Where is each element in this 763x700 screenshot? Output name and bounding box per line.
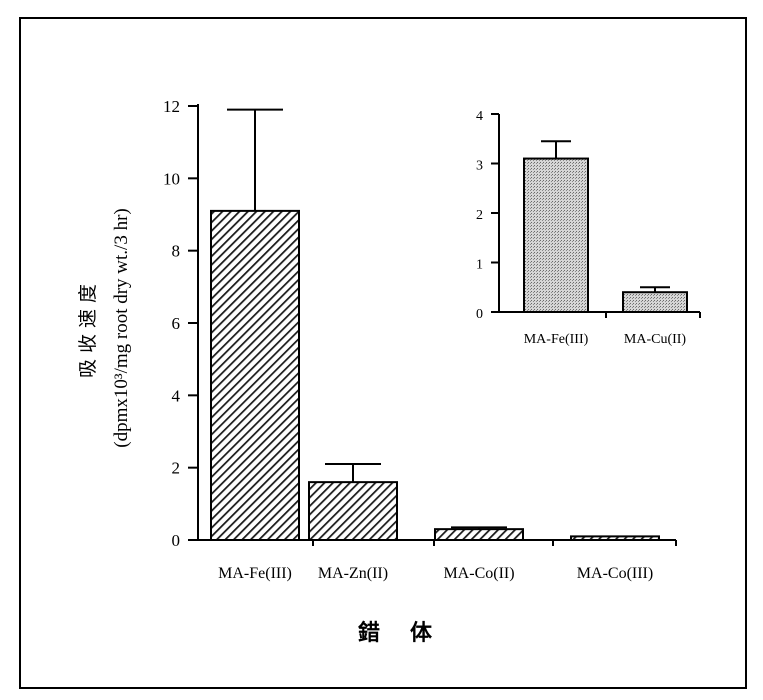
inset-category-label-0: MA-Fe(III) — [524, 332, 589, 347]
inset-bar-1 — [622, 291, 688, 314]
main-y-tick-label: 0 — [172, 531, 181, 550]
main-bar-3 — [570, 535, 660, 542]
inset-y-tick-label: 3 — [476, 159, 483, 174]
inset-y-tick-label: 4 — [476, 109, 483, 124]
main-bar-2 — [434, 528, 524, 542]
inset-y-tick-label: 2 — [476, 208, 483, 223]
main-y-tick-label: 10 — [163, 169, 180, 188]
inset-chart: 0 1 2 3 4 MA-Fe(III) MA-Cu(II) — [476, 109, 701, 347]
figure-border — [19, 17, 747, 689]
main-category-label-3: MA-Co(III) — [577, 565, 653, 582]
y-axis-title: 吸收速度 (dpmx10³/mg root dry wt./3 hr) — [77, 208, 132, 447]
main-y-tick-label: 2 — [172, 459, 181, 478]
main-bar-1 — [308, 481, 398, 541]
main-bar-0 — [210, 209, 300, 541]
main-y-tick-label: 8 — [172, 242, 181, 261]
main-category-label-0: MA-Fe(III) — [218, 565, 292, 582]
y-axis-title-line1: 吸收速度 — [77, 278, 99, 378]
inset-bar-0 — [523, 157, 589, 313]
x-axis-title: 錯体 — [358, 620, 462, 645]
main-y-tick-label: 4 — [172, 386, 181, 405]
main-category-label-2: MA-Co(II) — [443, 565, 514, 582]
main-y-tick-label: 12 — [163, 97, 180, 116]
y-axis-title-line2: (dpmx10³/mg root dry wt./3 hr) — [111, 208, 132, 447]
inset-y-tick-label: 0 — [476, 307, 483, 322]
main-y-tick-label: 6 — [172, 314, 181, 333]
main-category-label-1: MA-Zn(II) — [318, 565, 388, 582]
inset-category-label-1: MA-Cu(II) — [624, 332, 687, 347]
inset-y-tick-label: 1 — [476, 258, 483, 273]
